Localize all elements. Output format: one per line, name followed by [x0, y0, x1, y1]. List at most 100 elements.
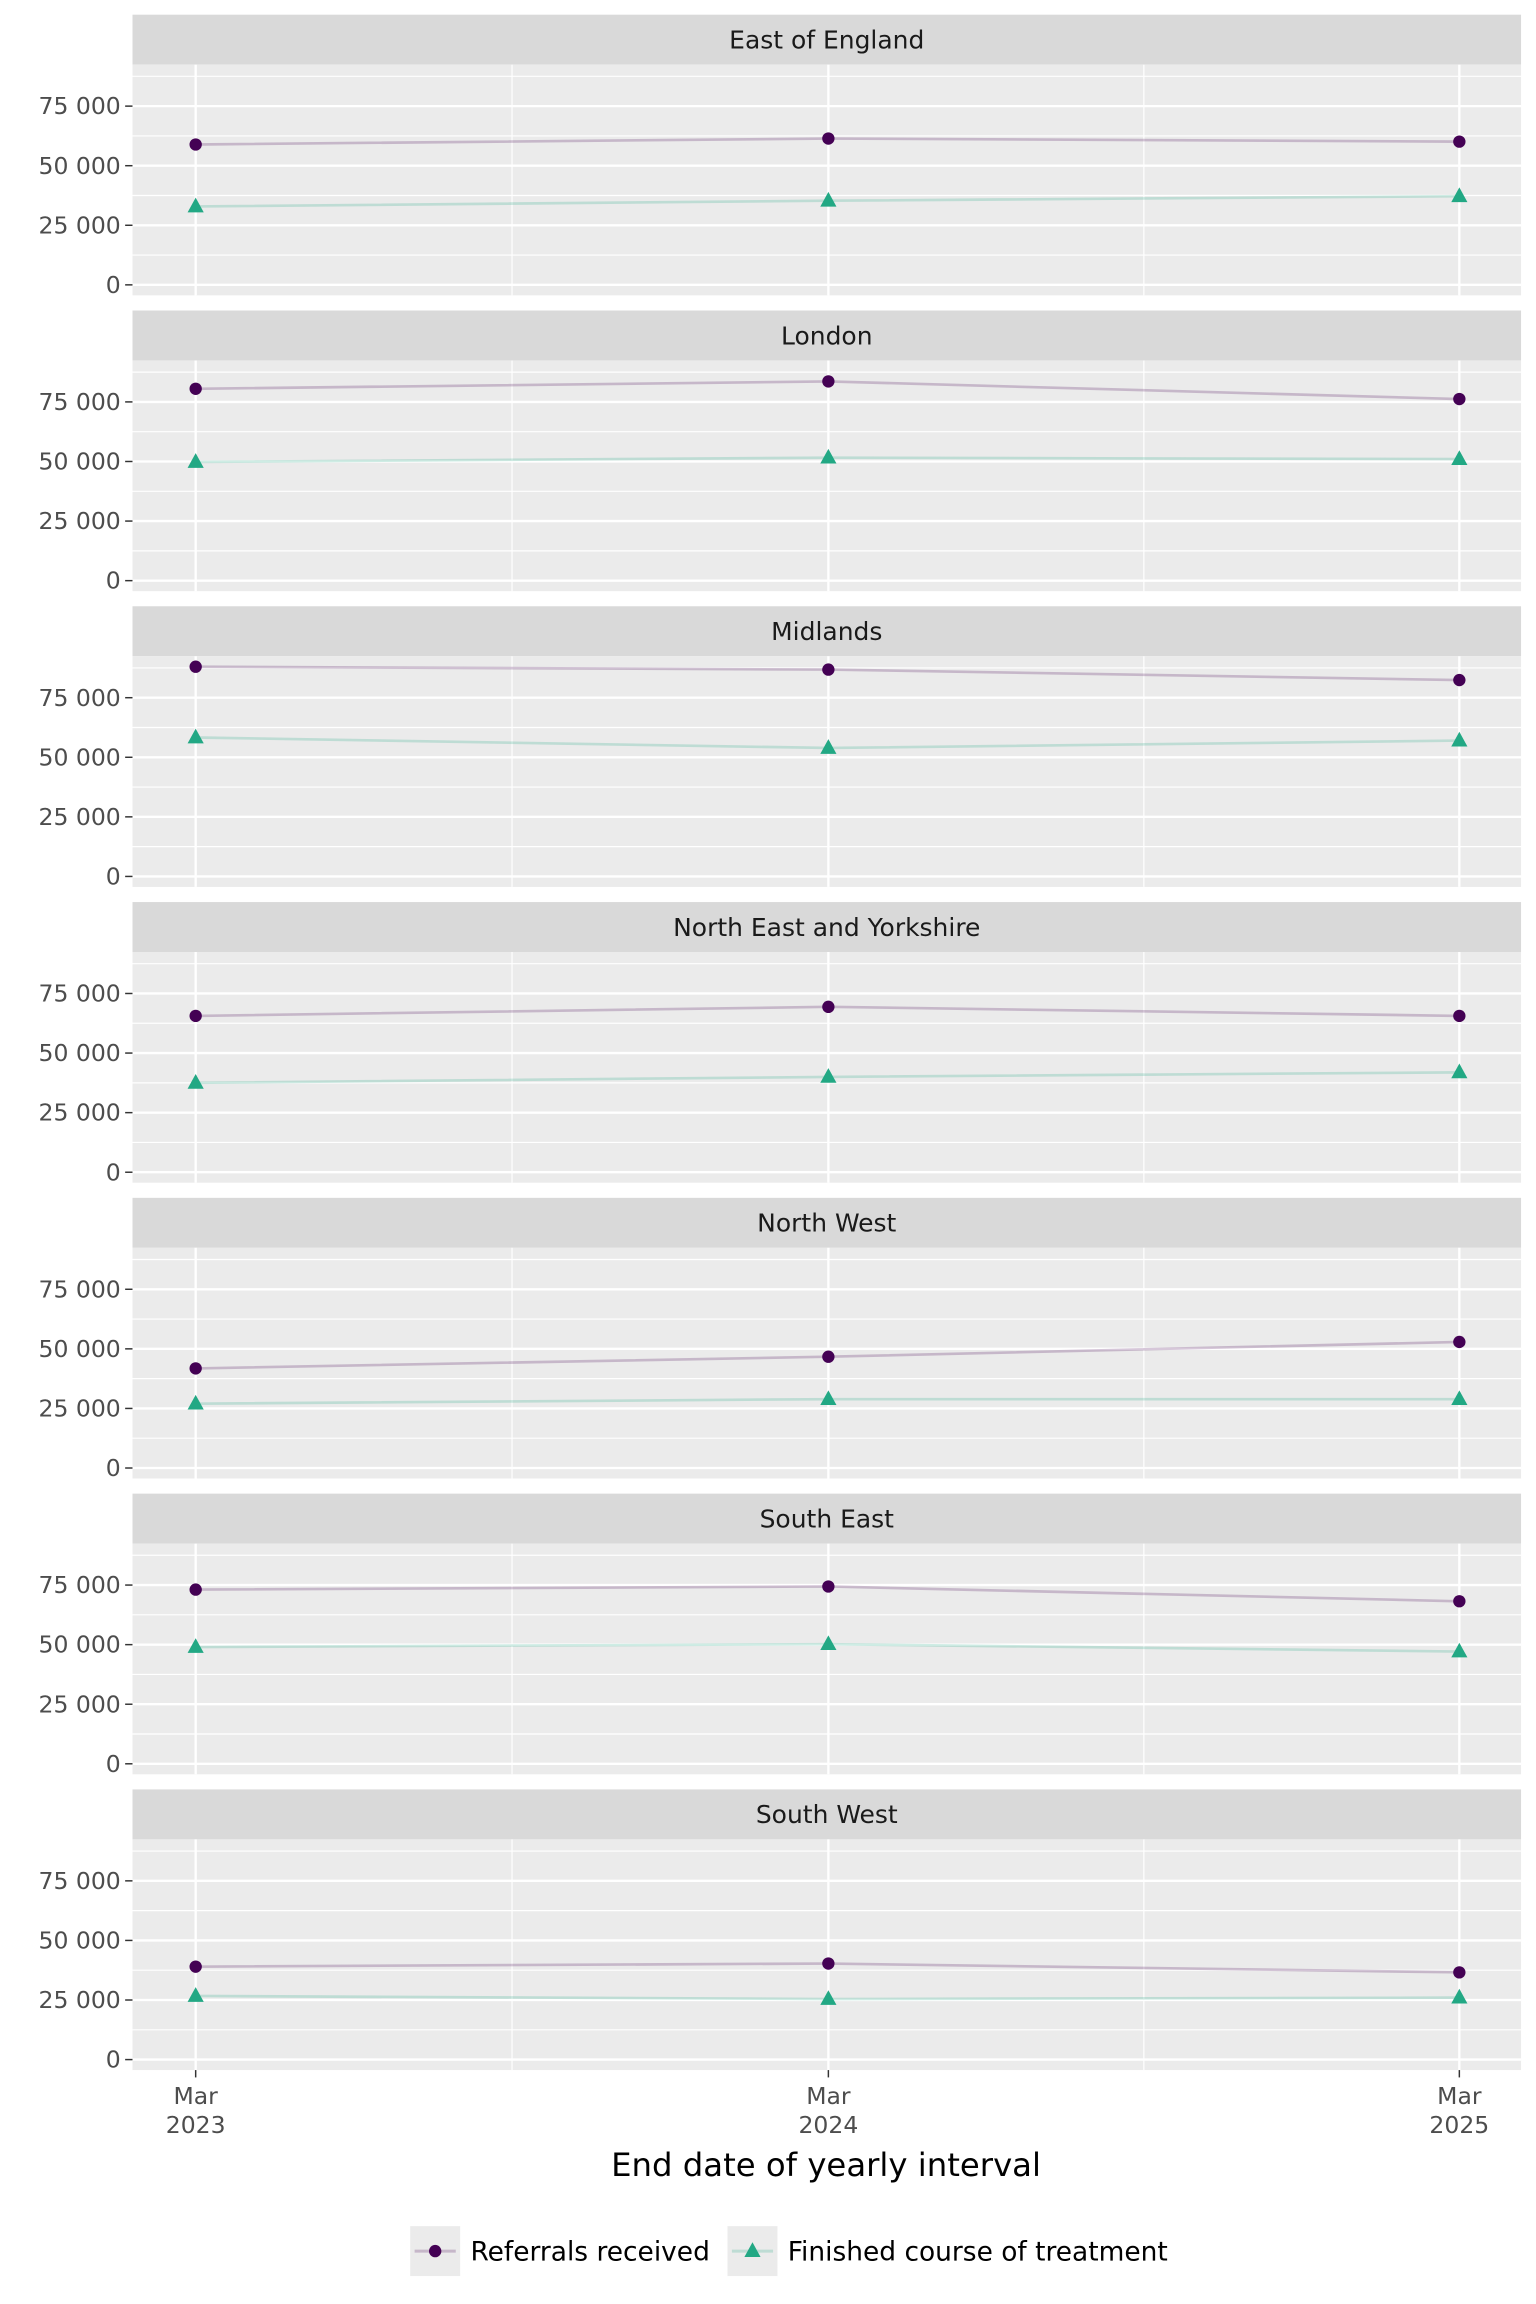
legend-label: Finished course of treatment — [788, 2237, 1168, 2268]
facet-strip-label: Midlands — [771, 617, 882, 646]
facet-strip-label: North West — [757, 1209, 896, 1238]
y-tick-label: 25 000 — [39, 1395, 121, 1423]
treatment-point — [1451, 1642, 1468, 1658]
circle-marker-icon — [429, 2244, 442, 2258]
referrals-point — [1453, 135, 1466, 148]
y-tick-label: 25 000 — [39, 211, 121, 239]
y-tick-label: 25 000 — [39, 1986, 121, 2014]
referrals-point — [189, 1009, 202, 1023]
y-tick-label: 50 000 — [39, 448, 121, 476]
referrals-point — [1453, 1966, 1466, 1979]
facet-strip — [132, 1493, 1522, 1544]
y-tick-label: 75 000 — [39, 1571, 121, 1599]
y-tick-label: 50 000 — [39, 1039, 121, 1067]
x-tick-label: Mar — [174, 2082, 219, 2110]
treatment-point — [820, 191, 837, 207]
referrals-point — [189, 382, 202, 395]
y-tick-label: 75 000 — [39, 980, 121, 1008]
y-tick-label: 50 000 — [39, 1631, 121, 1659]
facet-strip-label: South East — [760, 1504, 895, 1533]
treatment-point — [187, 728, 204, 744]
treatment-point — [820, 1635, 837, 1651]
facet-panel: East of England 0 25 000 50 000 75 000 — [39, 14, 1522, 299]
facet-strip — [132, 902, 1522, 953]
x-tick-label: Mar — [1437, 2082, 1482, 2110]
y-tick-label: 25 000 — [39, 803, 121, 831]
y-tick-label: 50 000 — [39, 1927, 121, 1955]
treatment-point — [187, 197, 204, 213]
y-tick-label: 0 — [106, 271, 121, 299]
referrals-point — [1453, 1335, 1466, 1349]
x-axis-title: End date of yearly interval — [611, 2146, 1041, 2184]
treatment-point — [1451, 187, 1468, 203]
y-tick-label: 0 — [106, 1750, 121, 1778]
treatment-point — [1451, 1390, 1468, 1406]
facet-strip-label: North East and Yorkshire — [673, 913, 980, 942]
facet-panel: North East and Yorkshire 0 25 000 50 000 75 … — [39, 902, 1522, 1186]
panel-background — [132, 952, 1522, 1183]
y-tick-label: 0 — [106, 2046, 121, 2074]
referrals-point — [822, 1350, 835, 1363]
panel-background — [132, 1839, 1522, 2071]
facet-strip — [132, 606, 1522, 657]
treatment-point — [1451, 1988, 1468, 2004]
y-tick-label: 75 000 — [39, 684, 121, 712]
panel-background — [132, 64, 1522, 296]
legend-item: Finished course of treatment — [727, 2226, 1168, 2277]
legend: Referrals received Finished course of tre… — [410, 2226, 1168, 2277]
y-tick-label: 0 — [106, 567, 121, 595]
facet-strip-label: South West — [756, 1800, 898, 1829]
facet-panel: Midlands 0 25 000 50 000 75 000 — [39, 606, 1522, 891]
panel-background — [132, 1247, 1522, 1479]
treatment-point — [820, 1390, 837, 1406]
referrals-point — [1453, 392, 1466, 406]
facet-strip-label: East of England — [729, 25, 924, 54]
panel-background — [132, 360, 1522, 592]
referrals-point — [189, 1960, 202, 1973]
treatment-point — [820, 448, 837, 464]
treatment-point — [1451, 450, 1468, 465]
referrals-point — [822, 375, 835, 388]
y-tick-label: 75 000 — [39, 1867, 121, 1895]
treatment-point — [1451, 731, 1468, 747]
x-tick-label: Mar — [806, 2082, 851, 2110]
y-tick-label: 0 — [106, 863, 121, 891]
treatment-point — [1451, 1063, 1468, 1079]
legend-item: Referrals received — [410, 2226, 710, 2277]
treatment-point — [820, 1990, 837, 2005]
facet-strip — [132, 1197, 1522, 1248]
referrals-point — [822, 1957, 835, 1970]
referrals-point — [822, 132, 835, 145]
facet-strip — [132, 1789, 1522, 1840]
y-tick-label: 75 000 — [39, 1275, 121, 1303]
legend-label: Referrals received — [470, 2237, 709, 2268]
triangle-marker-icon — [744, 2242, 761, 2257]
x-tick-label: 2025 — [1429, 2111, 1489, 2139]
treatment-point — [187, 1074, 204, 1089]
y-tick-label: 0 — [106, 1454, 121, 1482]
y-tick-label: 50 000 — [39, 152, 121, 180]
referrals-point — [1453, 1009, 1466, 1023]
panel-background — [132, 656, 1522, 887]
y-tick-label: 50 000 — [39, 743, 121, 771]
x-tick-label: 2024 — [798, 2111, 858, 2139]
referrals-point — [189, 660, 202, 673]
treatment-point — [820, 1068, 837, 1083]
y-tick-label: 50 000 — [39, 1335, 121, 1363]
referrals-point — [822, 1580, 835, 1593]
referrals-point — [822, 1000, 835, 1014]
referrals-point — [1453, 673, 1466, 687]
referrals-point — [1453, 1595, 1466, 1608]
y-tick-label: 25 000 — [39, 1690, 121, 1718]
y-tick-label: 25 000 — [39, 507, 121, 535]
treatment-point — [820, 739, 837, 754]
referrals-point — [189, 1583, 202, 1596]
referrals-point — [189, 1362, 202, 1375]
treatment-point — [187, 1394, 204, 1410]
panel-background — [132, 1543, 1522, 1775]
facet-strip — [132, 310, 1522, 361]
x-tick-label: 2023 — [166, 2111, 226, 2139]
